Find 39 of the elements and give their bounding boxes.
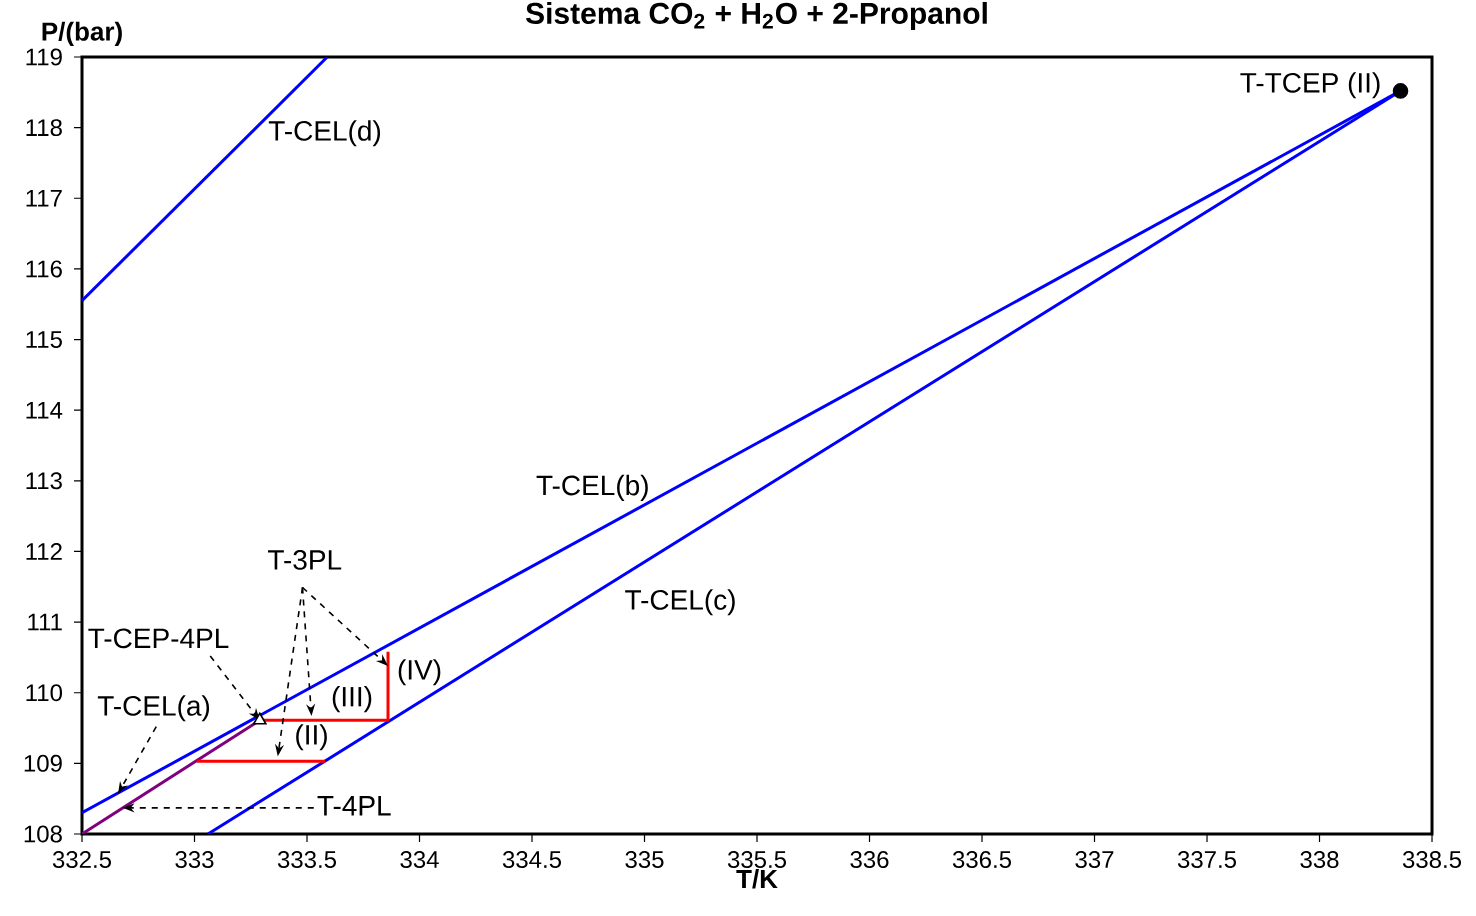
annotation: (IV) (398, 659, 441, 686)
x-axis-title: T/K (736, 869, 778, 889)
x-tick-label: 335.5 (727, 851, 787, 869)
y-tick-label: 112 (26, 543, 62, 560)
x-tick-label: 335 (625, 851, 664, 869)
y-tick-label: 113 (26, 472, 62, 490)
y-tick-label: 111 (28, 613, 62, 631)
x-tick-label: 334.5 (502, 851, 562, 869)
y-tick-label: 115 (26, 331, 62, 348)
annotation: T-CEP-4PL (88, 628, 229, 649)
x-tick-label: 337 (1075, 851, 1114, 869)
x-tick-label: 338 (1300, 851, 1339, 869)
x-tick-label: 333.5 (277, 851, 337, 869)
y-axis-title: P/(bar) (42, 21, 122, 46)
annotation: T-TCEP (II) (1240, 72, 1380, 99)
y-tick-label: 117 (26, 190, 62, 207)
y-tick-label: 108 (24, 825, 62, 843)
annotation: (III) (332, 686, 372, 713)
y-tick-label: 114 (26, 401, 63, 419)
x-tick-label: 334 (400, 851, 439, 869)
x-tick-label: 338.5 (1402, 851, 1462, 869)
x-tick-label: 336 (850, 851, 889, 869)
x-tick-label: 336.5 (952, 851, 1012, 869)
y-tick-label: 110 (26, 684, 63, 702)
annotation: T-CEL(d) (268, 120, 381, 147)
x-tick-label: 337.5 (1177, 851, 1237, 869)
annotation: T-4PL (317, 796, 391, 816)
y-tick-label: 118 (26, 119, 62, 137)
x-tick-label: 332.5 (52, 851, 112, 869)
annotation: T-3PL (268, 549, 342, 570)
annotation: T-CEL(b) (536, 474, 648, 501)
annotation: (II) (296, 724, 327, 751)
y-tick-label: 109 (24, 754, 62, 772)
y-tick-label: 116 (26, 260, 62, 278)
x-tick-label: 333 (175, 851, 214, 869)
y-tick-label: 119 (26, 48, 62, 66)
chart-title: Sistema CO$_{2}$ + H$_{2}$O + 2-Propanol (525, 1, 987, 30)
annotation: T-CEL(a) (97, 695, 210, 722)
annotation: T-CEL(c) (625, 589, 735, 616)
